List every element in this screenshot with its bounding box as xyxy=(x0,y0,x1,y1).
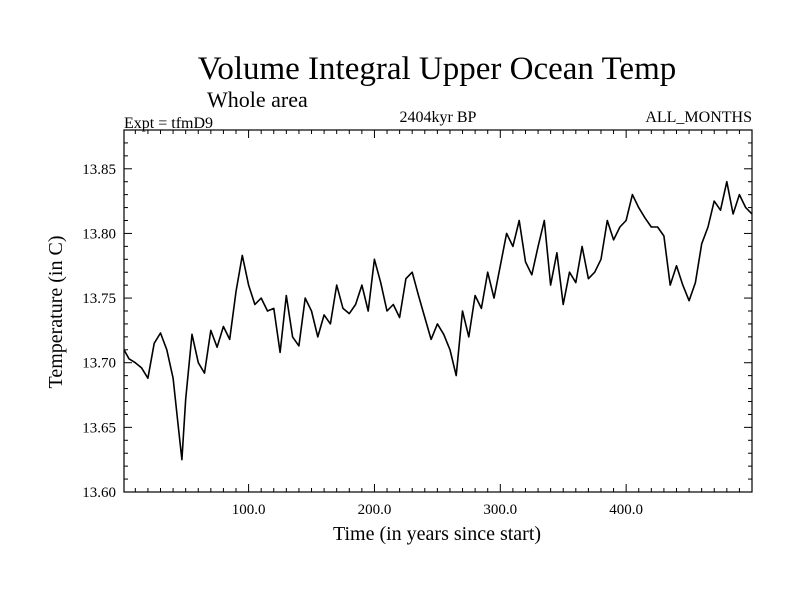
y-axis-label: Temperature (in C) xyxy=(45,236,67,389)
x-tick-label: 400.0 xyxy=(609,502,643,518)
temperature-series-line xyxy=(123,180,753,461)
x-tick-label: 300.0 xyxy=(483,502,517,518)
plot-frame xyxy=(123,129,753,493)
plot-area xyxy=(123,129,753,493)
period-label: 2404kyr BP xyxy=(400,109,477,126)
y-tick-label: 13.60 xyxy=(82,485,116,501)
chart-subtitle: Whole area xyxy=(207,87,308,112)
experiment-label: Expt = tfmD9 xyxy=(124,115,213,132)
y-tick-label: 13.65 xyxy=(82,420,116,436)
x-tick-label: 100.0 xyxy=(232,502,266,518)
months-label: ALL_MONTHS xyxy=(645,109,752,126)
axis-ticks: 13.60 13.65 13.70 13.75 13.80 13.85 100.0 200.0… xyxy=(82,129,753,518)
chart-title: Volume Integral Upper Ocean Temp xyxy=(198,51,676,87)
x-axis-label: Time (in years since start) xyxy=(333,523,541,545)
y-tick-label: 13.85 xyxy=(82,162,116,178)
y-tick-label: 13.70 xyxy=(82,356,116,372)
y-tick-label: 13.75 xyxy=(82,291,116,307)
x-tick-label: 200.0 xyxy=(358,502,392,518)
y-tick-label: 13.80 xyxy=(82,226,116,242)
